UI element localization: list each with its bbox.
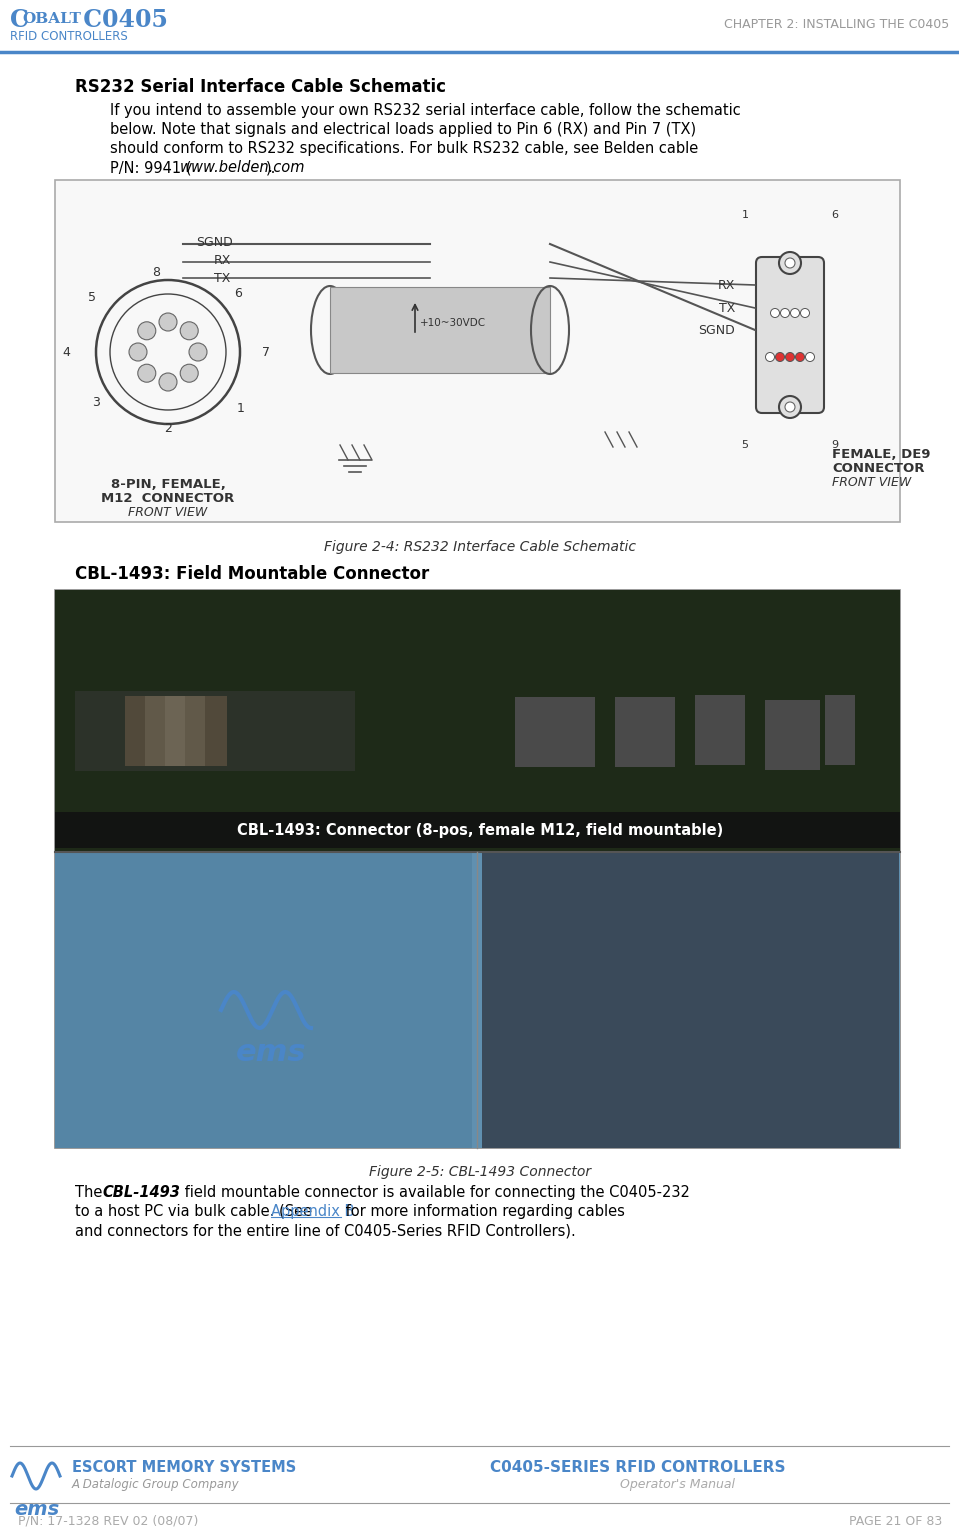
Bar [55,181,900,522]
Text: 8-PIN, FEMALE,: 8-PIN, FEMALE, [110,477,225,491]
Text: 7: 7 [262,346,270,358]
Text: and connectors for the entire line of C0405-Series RFID Controllers).: and connectors for the entire line of C0… [75,1222,575,1238]
Text: RFID CONTROLLERS: RFID CONTROLLERS [10,31,128,43]
Circle shape [806,352,814,361]
Text: 1: 1 [236,402,245,415]
Text: for more information regarding cables: for more information regarding cables [341,1204,625,1219]
Text: C0405-SERIES RFID CONTROLLERS: C0405-SERIES RFID CONTROLLERS [490,1460,785,1475]
Text: Operator's Manual: Operator's Manual [620,1478,735,1492]
Text: ems: ems [236,1037,306,1066]
Bar [615,698,675,767]
Text: 5: 5 [88,291,96,304]
Text: FEMALE, DE9: FEMALE, DE9 [832,448,930,461]
Text: 1: 1 [741,210,749,220]
Text: RS232 Serial Interface Cable Schematic: RS232 Serial Interface Cable Schematic [75,78,446,96]
Text: TX: TX [718,301,735,315]
Text: 8: 8 [152,266,160,278]
Circle shape [790,309,800,318]
Text: 9: 9 [831,441,838,450]
Text: CBL-1493: Field Mountable Connector: CBL-1493: Field Mountable Connector [75,565,430,583]
Text: field mountable connector is available for connecting the C0405-232: field mountable connector is available f… [180,1186,690,1200]
Text: C0405: C0405 [75,8,168,32]
Circle shape [180,321,199,340]
Text: should conform to RS232 specifications. For bulk RS232 cable, see Belden cable: should conform to RS232 specifications. … [110,141,698,156]
Text: ESCORT MEMORY SYSTEMS: ESCORT MEMORY SYSTEMS [72,1460,296,1475]
Text: Figure 2-5: CBL-1493 Connector: Figure 2-5: CBL-1493 Connector [369,1164,591,1180]
Bar [205,696,227,767]
Bar [125,696,147,767]
Bar [825,701,855,771]
Text: www.belden.com: www.belden.com [180,161,306,174]
Text: 6: 6 [831,210,838,220]
Text: below. Note that signals and electrical loads applied to Pin 6 (RX) and Pin 7 (T: below. Note that signals and electrical … [110,122,696,138]
Circle shape [138,321,155,340]
Text: RX: RX [214,254,231,266]
Text: PAGE 21 OF 83: PAGE 21 OF 83 [849,1515,942,1528]
Bar [75,692,355,771]
Circle shape [765,352,775,361]
Bar [165,696,187,767]
Text: 2: 2 [164,421,172,435]
Text: CONNECTOR: CONNECTOR [832,462,924,474]
Circle shape [159,373,177,392]
Circle shape [785,352,794,361]
Text: to a host PC via bulk cable. (See: to a host PC via bulk cable. (See [75,1204,316,1219]
Bar [55,591,900,852]
Circle shape [180,364,199,382]
Bar [55,812,900,848]
Circle shape [801,309,809,318]
Text: CBL-1493: CBL-1493 [102,1186,180,1200]
Circle shape [785,402,795,412]
Bar [55,852,472,1148]
Bar [515,695,595,763]
Text: FRONT VIEW: FRONT VIEW [832,476,911,490]
Circle shape [779,252,801,274]
Text: ems: ems [14,1499,59,1519]
Text: P/N: 9941 (: P/N: 9941 ( [110,161,192,174]
Text: P/N: 17-1328 REV 02 (08/07): P/N: 17-1328 REV 02 (08/07) [18,1515,199,1528]
Circle shape [779,396,801,418]
Bar [145,696,167,767]
Bar [482,852,899,1148]
Text: SGND: SGND [196,236,233,248]
Text: OBALT: OBALT [22,12,81,26]
Text: SGND: SGND [698,323,735,337]
Circle shape [770,309,780,318]
Text: TX: TX [214,271,230,285]
Circle shape [159,314,177,330]
Circle shape [776,352,784,361]
Circle shape [781,309,789,318]
FancyBboxPatch shape [756,257,824,413]
Bar [185,696,207,767]
Text: 4: 4 [62,346,70,358]
Text: ).: ). [266,161,276,174]
Circle shape [138,364,155,382]
Text: FRONT VIEW: FRONT VIEW [129,506,208,519]
Text: If you intend to assemble your own RS232 serial interface cable, follow the sche: If you intend to assemble your own RS232… [110,103,740,118]
Bar [765,699,820,770]
Text: +10~30VDC: +10~30VDC [420,318,486,327]
Text: M12  CONNECTOR: M12 CONNECTOR [102,493,235,505]
Text: CHAPTER 2: INSTALLING THE C0405: CHAPTER 2: INSTALLING THE C0405 [724,18,949,31]
Text: RX: RX [717,278,735,292]
Text: 6: 6 [234,288,243,300]
Text: The: The [75,1186,107,1200]
Bar [55,852,900,1148]
Text: C: C [10,8,29,32]
Bar [55,591,900,1148]
Circle shape [796,352,805,361]
Text: 3: 3 [92,396,100,409]
Bar [695,698,745,768]
Circle shape [129,343,147,361]
Text: Appendix B: Appendix B [271,1204,355,1219]
Text: A Datalogic Group Company: A Datalogic Group Company [72,1478,240,1492]
Text: Figure 2-4: RS232 Interface Cable Schematic: Figure 2-4: RS232 Interface Cable Schema… [324,540,636,554]
Circle shape [189,343,207,361]
Circle shape [785,259,795,268]
Text: CBL-1493: Connector (8-pos, female M12, field mountable): CBL-1493: Connector (8-pos, female M12, … [237,823,723,837]
Text: 5: 5 [741,441,749,450]
Bar [330,288,550,373]
